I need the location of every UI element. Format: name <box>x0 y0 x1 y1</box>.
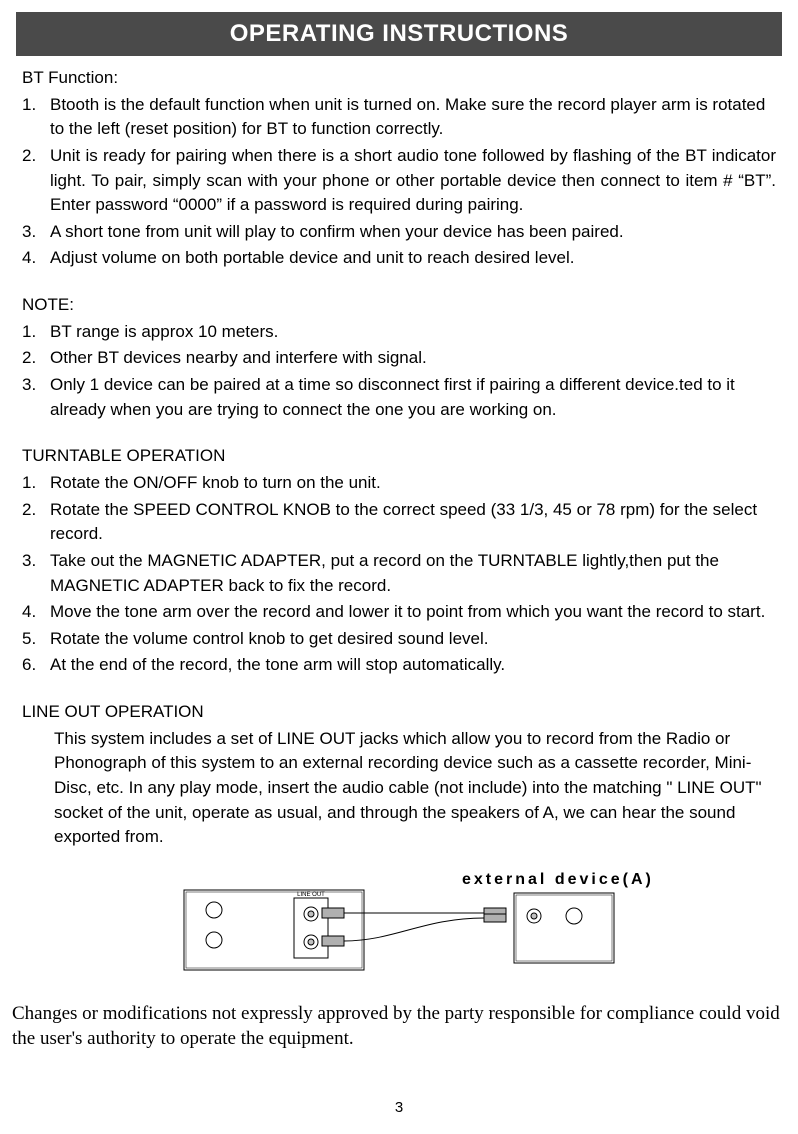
bt-item: 2. Unit is ready for pairing when there … <box>22 144 776 218</box>
bt-label: BT Function: <box>22 66 776 91</box>
list-text: Unit is ready for pairing when there is … <box>50 144 776 218</box>
list-text: Rotate the SPEED CONTROL KNOB to the cor… <box>50 498 776 547</box>
list-text: Move the tone arm over the record and lo… <box>50 600 776 625</box>
list-text: Btooth is the default function when unit… <box>50 93 776 142</box>
turntable-item: 4. Move the tone arm over the record and… <box>22 600 776 625</box>
list-text: Other BT devices nearby and interfere wi… <box>50 346 776 371</box>
list-text: Take out the MAGNETIC ADAPTER, put a rec… <box>50 549 776 598</box>
list-number: 3. <box>22 549 50 598</box>
list-number: 1. <box>22 320 50 345</box>
note-label: NOTE: <box>22 293 776 318</box>
list-number: 4. <box>22 600 50 625</box>
list-number: 4. <box>22 246 50 271</box>
list-number: 5. <box>22 627 50 652</box>
lineout-diagram: external device(A) LINE OUT <box>22 868 776 988</box>
lineout-label: LINE OUT OPERATION <box>22 700 776 725</box>
list-number: 2. <box>22 346 50 371</box>
turntable-item: 6. At the end of the record, the tone ar… <box>22 653 776 678</box>
turntable-label: TURNTABLE OPERATION <box>22 444 776 469</box>
turntable-item: 5. Rotate the volume control knob to get… <box>22 627 776 652</box>
list-text: A short tone from unit will play to conf… <box>50 220 776 245</box>
list-text: Adjust volume on both portable device an… <box>50 246 776 271</box>
compliance-notice: Changes or modifications not expressly a… <box>0 1002 798 1051</box>
note-item: 2. Other BT devices nearby and interfere… <box>22 346 776 371</box>
page-title-bar: OPERATING INSTRUCTIONS <box>16 12 782 56</box>
page-title: OPERATING INSTRUCTIONS <box>230 20 569 47</box>
bt-item: 3. A short tone from unit will play to c… <box>22 220 776 245</box>
list-text: Rotate the volume control knob to get de… <box>50 627 776 652</box>
note-item: 1. BT range is approx 10 meters. <box>22 320 776 345</box>
list-text: BT range is approx 10 meters. <box>50 320 776 345</box>
list-text: At the end of the record, the tone arm w… <box>50 653 776 678</box>
main-content: BT Function: 1. Btooth is the default fu… <box>0 66 798 988</box>
list-number: 1. <box>22 471 50 496</box>
bt-item: 1. Btooth is the default function when u… <box>22 93 776 142</box>
lineout-body: This system includes a set of LINE OUT j… <box>22 727 776 850</box>
bt-item: 4. Adjust volume on both portable device… <box>22 246 776 271</box>
list-number: 2. <box>22 144 50 218</box>
external-device-label: external device(A) <box>462 868 654 891</box>
list-number: 1. <box>22 93 50 142</box>
turntable-item: 3. Take out the MAGNETIC ADAPTER, put a … <box>22 549 776 598</box>
list-number: 3. <box>22 373 50 422</box>
list-text: Only 1 device can be paired at a time so… <box>50 373 776 422</box>
turntable-item: 1. Rotate the ON/OFF knob to turn on the… <box>22 471 776 496</box>
turntable-item: 2. Rotate the SPEED CONTROL KNOB to the … <box>22 498 776 547</box>
list-number: 6. <box>22 653 50 678</box>
list-number: 2. <box>22 498 50 547</box>
list-text: Rotate the ON/OFF knob to turn on the un… <box>50 471 776 496</box>
note-item: 3. Only 1 device can be paired at a time… <box>22 373 776 422</box>
page-number: 3 <box>395 1099 403 1116</box>
lineout-tag: LINE OUT <box>297 892 325 898</box>
list-number: 3. <box>22 220 50 245</box>
